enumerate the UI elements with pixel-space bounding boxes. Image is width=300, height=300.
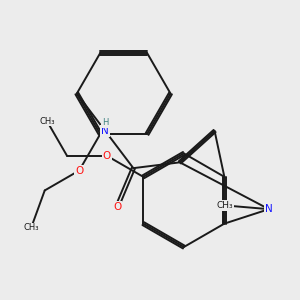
Text: N: N bbox=[265, 204, 273, 214]
Text: CH₃: CH₃ bbox=[216, 201, 233, 210]
Text: CH₃: CH₃ bbox=[39, 117, 55, 126]
Text: O: O bbox=[75, 166, 83, 176]
Text: CH₃: CH₃ bbox=[23, 223, 39, 232]
Text: O: O bbox=[103, 151, 111, 161]
Text: N: N bbox=[101, 126, 109, 136]
Text: H: H bbox=[102, 118, 108, 127]
Text: O: O bbox=[113, 202, 121, 212]
